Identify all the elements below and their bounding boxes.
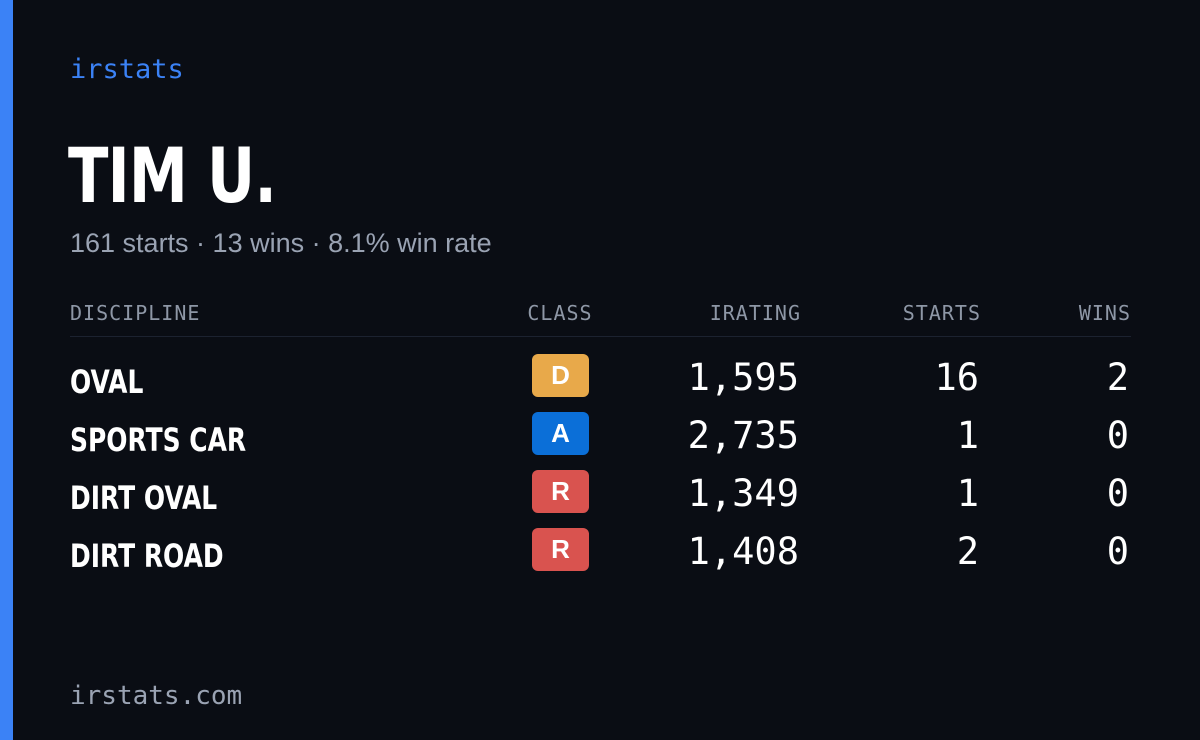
starts-value: 2 — [956, 530, 979, 573]
header-wins: WINS — [1078, 301, 1131, 325]
header-discipline: DISCIPLINE — [70, 301, 201, 325]
wins-value: 0 — [1106, 472, 1129, 515]
table-row-sports-car: SPORTS CAR A 2,735 1 0 — [70, 412, 1131, 470]
starts-value: 16 — [934, 356, 979, 399]
header-irating: IRATING — [709, 301, 801, 325]
irating-value: 1,349 — [687, 472, 799, 515]
header-class: CLASS — [527, 301, 593, 325]
discipline-name: OVAL — [70, 363, 144, 401]
table-row-oval: OVAL D 1,595 16 2 — [70, 354, 1131, 412]
class-badge: R — [532, 470, 589, 513]
starts-value: 1 — [956, 472, 979, 515]
footer-domain: irstats.com — [70, 681, 243, 711]
discipline-name: DIRT ROAD — [70, 537, 224, 575]
starts-value: 1 — [956, 414, 979, 457]
irating-value: 1,408 — [687, 530, 799, 573]
driver-name: TIM U. — [68, 131, 277, 220]
discipline-name: SPORTS CAR — [70, 421, 247, 459]
wins-value: 2 — [1106, 356, 1129, 399]
class-badge: D — [532, 354, 589, 397]
irating-value: 1,595 — [687, 356, 799, 399]
table-row-dirt-oval: DIRT OVAL R 1,349 1 0 — [70, 470, 1131, 528]
table-header: DISCIPLINE CLASS IRATING STARTS WINS — [70, 300, 1131, 337]
wins-value: 0 — [1106, 414, 1129, 457]
discipline-name: DIRT OVAL — [70, 479, 218, 517]
driver-summary: 161 starts · 13 wins · 8.1% win rate — [70, 228, 492, 258]
wins-value: 0 — [1106, 530, 1129, 573]
class-badge: R — [532, 528, 589, 571]
brand-logo-text: irstats — [70, 54, 184, 85]
header-starts: STARTS — [902, 301, 981, 325]
table-row-dirt-road: DIRT ROAD R 1,408 2 0 — [70, 528, 1131, 586]
class-badge: A — [532, 412, 589, 455]
irating-value: 2,735 — [687, 414, 799, 457]
accent-bar — [0, 0, 13, 740]
